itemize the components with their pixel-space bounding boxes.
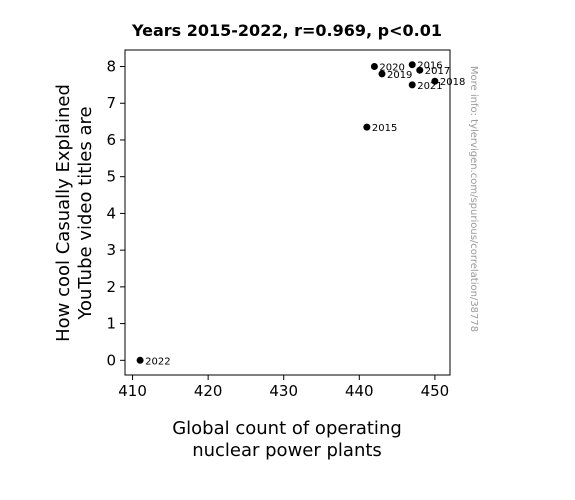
y-tick-label: 1 (106, 315, 116, 333)
chart-title: Years 2015-2022, r=0.969, p<0.01 (131, 21, 442, 40)
y-tick-label: 4 (106, 204, 116, 222)
data-point-marker (378, 70, 386, 78)
y-tick-label: 8 (106, 58, 116, 76)
y-axis-label-line-2: YouTube video titles are (75, 106, 96, 320)
source-watermark: More info: tylervigen.com/spurious/corre… (468, 66, 479, 332)
data-point-label: 2015 (372, 123, 397, 134)
plot-area-frame (124, 49, 451, 376)
data-point-marker (431, 77, 439, 85)
x-axis-label-line-1: Global count of operating (172, 418, 402, 439)
data-point-marker (136, 356, 144, 364)
y-tick-label: 2 (106, 278, 116, 296)
data-point-label: 2018 (440, 77, 465, 88)
x-axis-label-line-2: nuclear power plants (192, 440, 382, 461)
x-axis: 410 420 430 440 450 (118, 375, 449, 400)
x-tick-label: 410 (118, 382, 147, 400)
data-point-label: 2021 (417, 81, 442, 92)
data-point-marker (408, 81, 416, 89)
y-tick-label: 6 (106, 131, 116, 149)
y-tick-label: 0 (106, 351, 116, 369)
x-tick-label: 430 (269, 382, 298, 400)
data-point-marker (370, 63, 378, 71)
data-point-label: 2019 (387, 70, 412, 81)
y-tick-label: 5 (106, 168, 116, 186)
data-point-label: 2016 (417, 61, 442, 72)
x-tick-label: 420 (194, 382, 223, 400)
data-point-marker (416, 66, 424, 74)
data-point-label: 2020 (379, 63, 404, 74)
y-axis: 0 1 2 3 4 5 6 7 8 (106, 58, 125, 369)
data-point-marker (408, 61, 416, 69)
x-tick-label: 440 (345, 382, 374, 400)
y-tick-label: 3 (106, 241, 116, 259)
data-point-marker (363, 123, 371, 131)
data-point-label: 2017 (425, 66, 450, 77)
y-tick-label: 7 (106, 94, 116, 112)
x-tick-label: 450 (421, 382, 450, 400)
data-point-label: 2022 (145, 356, 170, 367)
y-axis-label-line-1: How cool Casually Explained (53, 84, 74, 342)
